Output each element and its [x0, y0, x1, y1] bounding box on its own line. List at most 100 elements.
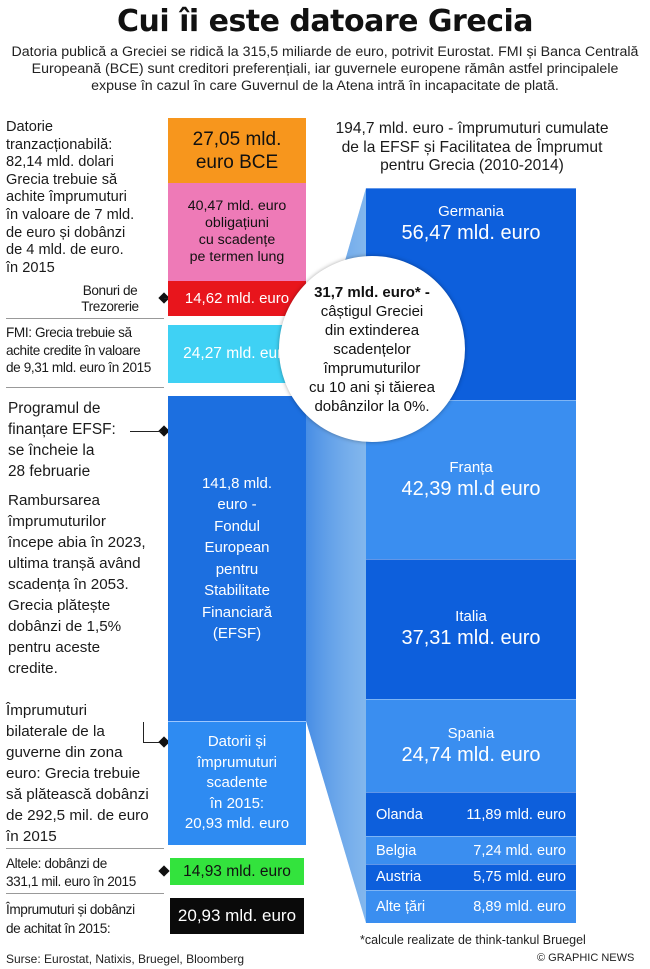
note-total-2015: Împrumuturi și dobânzi de achitat în 2015… [6, 900, 171, 938]
country-value: 37,31 mld. euro [401, 627, 541, 650]
text-line: cu scadențe [198, 232, 276, 248]
note-other: Altele: dobânzi de 331,1 mil. euro în 201… [6, 855, 171, 891]
block-treasury-bills: 14,62 mld. euro [168, 281, 306, 316]
footnote: *calcule realizate de think-tankul Brueg… [360, 933, 586, 947]
text-line: 14,62 mld. euro [184, 290, 290, 307]
text-line: se încheie la [8, 442, 95, 459]
leader-line [130, 431, 162, 432]
page-subtitle: Datoria publică a Greciei se ridică la 3… [11, 44, 639, 94]
text-line: împrumuturi [196, 753, 278, 771]
country-value: 8,89 mld. euro [473, 898, 566, 915]
country-name: Franța [449, 458, 493, 476]
block-long-term-bonds: 40,47 mld. euro obligațiuni cu scadențe pe … [168, 183, 306, 281]
text-line: 194,7 mld. euro - împrumuturi cumulate [335, 120, 609, 137]
text-line: credite. [8, 660, 58, 677]
separator [6, 893, 164, 894]
text-line: în 2015 [6, 259, 55, 276]
text-line: de euro și dobânzi [6, 224, 126, 241]
text-line: 141,8 mld. [201, 474, 273, 492]
country-name: Germania [438, 203, 504, 220]
text-line: finanțare EFSF: [8, 421, 116, 438]
text-line: 331,1 mil. euro în 2015 [6, 874, 136, 889]
text-line: 24,27 mld. euro [183, 345, 291, 362]
block-total-2015: 20,93 mld. euro [170, 898, 304, 934]
text-line: Grecia plătește [8, 597, 111, 614]
note-imf: FMI: Grecia trebuie să achite credite în … [6, 324, 168, 377]
note-repayment: Rambursarea împrumuturilor începe abia în … [8, 490, 173, 679]
separator [6, 387, 164, 388]
text-line: Financiară [201, 603, 273, 621]
text-line: începe abia în 2023, [8, 534, 146, 551]
text-line: să plătească dobânzi [6, 786, 149, 803]
text-line: Rambursarea [8, 492, 101, 509]
text-line: Stabilitate [204, 582, 270, 599]
note-traded-debt: Datorie tranzacționabilă: 82,14 mld. dolar… [6, 119, 168, 277]
country-block-belgia: Belgia 7,24 mld. euro [366, 836, 576, 864]
text-line: 40,47 mld. euro [187, 198, 287, 214]
text-line: pentru aceste [8, 639, 101, 656]
text-line: de achitat în 2015: [6, 921, 111, 936]
text-line: în 2015 [6, 828, 57, 845]
text-line: Grecia trebuie să [6, 171, 118, 188]
country-name: Italia [455, 608, 487, 626]
page-title: Cui îi este datoare Grecia [116, 4, 534, 39]
text-line: scadente [206, 774, 268, 792]
text-line: obligațiuni [205, 215, 269, 231]
note-treasury-bills: Bonuri de Trezorerie [60, 283, 160, 315]
text-line: pentru [215, 560, 259, 578]
text-line: dobânzi de 1,5% [8, 618, 122, 635]
text-line: Altele: dobânzi de [6, 856, 107, 871]
country-block-austria: Austria 5,75 mld. euro [366, 863, 576, 890]
text-line: scadențelor [333, 340, 411, 358]
text-line: FMI: Grecia trebuie să [6, 325, 132, 340]
text-line: de 9,31 mld. euro în 2015 [6, 360, 151, 376]
text-line: Datorie [6, 119, 54, 135]
leader-line [164, 298, 170, 299]
text-line: ultima tranșă având [8, 555, 141, 572]
text-line: 27,05 mld. [192, 128, 282, 150]
country-block-spania: Spania 24,74 mld. euro [366, 699, 576, 792]
text-line: împrumuturilor [323, 359, 421, 377]
text-line: de 292,5 mil. de euro [6, 807, 149, 824]
block-efsf: 141,8 mld. euro - Fondul European pentru Stab… [168, 396, 306, 721]
text-line: Împrumuturi [6, 702, 88, 719]
text-line: scadența în 2053. [8, 576, 129, 593]
block-ecb: 27,05 mld. euro BCE [168, 118, 306, 183]
text-line: din extinderea [324, 321, 420, 339]
text-line: pentru Grecia (2010-2014) [380, 157, 564, 174]
country-name: Belgia [376, 842, 417, 859]
text-line: împrumuturilor [8, 513, 106, 530]
text-line: (EFSF) [212, 625, 262, 642]
text-line: achite credite în valoare [6, 342, 141, 358]
text-line: 82,14 mld. dolari [6, 154, 114, 171]
country-block-italia: Italia 37,31 mld. euro [366, 558, 576, 699]
text-line: dobânzilor la 0%. [314, 397, 430, 415]
text-line: guverne din zona [6, 744, 123, 761]
sources: Surse: Eurostat, Natixis, Bruegel, Bloom… [6, 952, 245, 966]
callout-text: câștigul Greciei din extinderea scadențelo… [309, 302, 435, 416]
text-line: bilaterale de la [6, 723, 105, 740]
leader-line [143, 722, 144, 742]
text-line: de 4 mld. de euro. [6, 242, 124, 259]
text-line: câștigul Greciei [320, 302, 424, 320]
country-name: Alte țări [376, 898, 426, 915]
text-line: Împrumuturi și dobânzi [6, 902, 135, 917]
text-line: 28 februarie [8, 463, 91, 480]
text-line: cu 10 ani și tăierea [309, 378, 435, 396]
text-line: 20,93 mld. euro [184, 815, 290, 833]
text-line: tranzacționabilă: [6, 136, 113, 153]
text-line: în valoare de 7 mld. [6, 206, 135, 223]
text-line: achite împrumuturi [6, 189, 127, 206]
block-bilateral-2015: Datorii și împrumuturi scadente în 2015: 20,… [168, 721, 306, 845]
country-value: 7,24 mld. euro [473, 842, 566, 859]
text-line: Trezorerie [81, 299, 139, 314]
right-column-title: 194,7 mld. euro - împrumuturi cumulate de… [312, 120, 632, 176]
text-line: Fondul [214, 517, 260, 535]
text-line: pe termen lung [189, 249, 285, 265]
country-name: Olanda [376, 806, 423, 823]
text-line: euro BCE [195, 151, 279, 173]
country-block-alte-tari: Alte țări 8,89 mld. euro [366, 889, 576, 923]
text-line: Bonuri de [82, 283, 138, 298]
country-name: Spania [447, 724, 495, 742]
text-line: European [204, 539, 270, 556]
